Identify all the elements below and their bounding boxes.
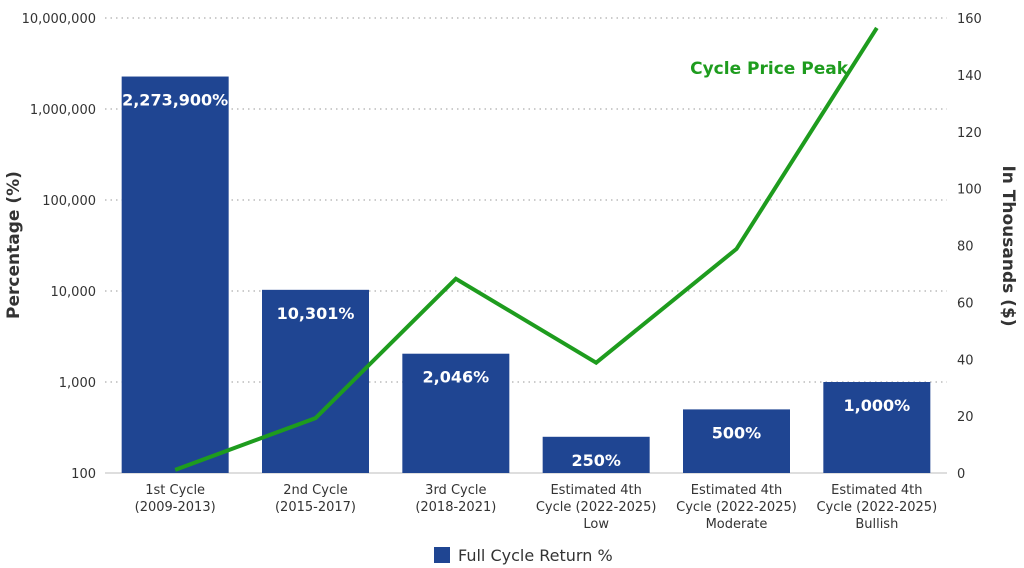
bar-value-label: 2,273,900%	[122, 91, 228, 110]
bar-value-label: 250%	[571, 451, 620, 470]
x-tick-label-line: Estimated 4th	[550, 483, 641, 498]
y-tick-label: 100	[71, 467, 96, 482]
y2-tick-label: 100	[957, 183, 982, 198]
y2-tick-label: 160	[957, 12, 982, 27]
y-tick-label: 10,000,000	[22, 12, 96, 27]
right-axis-ticks: 0 20 40 60 80 100 120 140 160	[957, 12, 982, 482]
y2-tick-label: 140	[957, 69, 982, 84]
y-axis-title: Percentage (%)	[4, 171, 24, 319]
bar	[542, 436, 650, 473]
bar	[683, 409, 790, 473]
y-tick-label: 100,000	[42, 194, 96, 209]
x-tick-label-line: Cycle (2022-2025)	[816, 500, 937, 515]
y2-tick-label: 120	[957, 126, 982, 141]
x-tick-label-line: (2009-2013)	[135, 500, 216, 515]
legend-label: Full Cycle Return %	[458, 546, 613, 565]
x-tick-label-line: Cycle (2022-2025)	[536, 500, 657, 515]
bars	[121, 76, 931, 473]
y2-tick-label: 20	[957, 410, 974, 425]
y2-tick-label: 40	[957, 353, 974, 368]
x-tick-label-line: Bullish	[855, 517, 898, 532]
legend: Full Cycle Return %	[434, 546, 613, 565]
y-tick-label: 1,000,000	[30, 103, 96, 118]
price-peak-line-layer	[174, 26, 879, 472]
category-labels: 1st Cycle (2009-2013) 2nd Cycle (2015-2017)…	[135, 483, 938, 532]
x-tick-label-line: (2015-2017)	[275, 500, 356, 515]
bar-value-label: 2,046%	[423, 368, 490, 387]
line-series-label: Cycle Price Peak	[690, 59, 849, 79]
bar-labels: 2,273,900% 10,301% 2,046% 250% 500% 1,000%	[122, 91, 910, 470]
x-tick-label-line: (2018-2021)	[415, 500, 496, 515]
x-tick-label: Estimated 4th Cycle (2022-2025) Bullish	[816, 483, 937, 532]
x-tick-label-line: 2nd Cycle	[283, 483, 347, 498]
x-tick-label-line: Moderate	[706, 517, 768, 532]
x-tick-label-line: Estimated 4th	[691, 483, 782, 498]
x-tick-label: 1st Cycle (2009-2013)	[135, 483, 216, 515]
gridlines	[105, 17, 947, 474]
bar-value-label: 500%	[712, 423, 761, 442]
y2-tick-label: 0	[957, 467, 965, 482]
bar-value-label: 10,301%	[277, 304, 355, 323]
left-axis-ticks: 100 1,000 10,000 100,000 1,000,000 10,000,000	[22, 12, 96, 482]
x-tick-label: Estimated 4th Cycle (2022-2025) Low	[536, 483, 657, 532]
x-tick-label: 3rd Cycle (2018-2021)	[415, 483, 496, 515]
y2-axis-title: In Thousands ($)	[998, 165, 1018, 326]
price-peak-line	[174, 26, 879, 472]
y2-tick-label: 80	[957, 240, 974, 255]
bar	[402, 353, 510, 473]
x-tick-label-line: Estimated 4th	[831, 483, 922, 498]
y-tick-label: 10,000	[51, 285, 97, 300]
x-tick-label-line: 3rd Cycle	[425, 483, 486, 498]
bar-value-label: 1,000%	[844, 396, 911, 415]
y2-tick-label: 60	[957, 296, 974, 311]
x-tick-label-line: 1st Cycle	[145, 483, 205, 498]
x-tick-label-line: Cycle (2022-2025)	[676, 500, 797, 515]
x-tick-label-line: Low	[583, 517, 609, 532]
x-tick-label: Estimated 4th Cycle (2022-2025) Moderate	[676, 483, 797, 532]
legend-swatch-bar	[434, 547, 450, 563]
y-tick-label: 1,000	[59, 376, 96, 391]
x-tick-label: 2nd Cycle (2015-2017)	[275, 483, 356, 515]
bar	[121, 76, 229, 473]
bar	[823, 382, 931, 473]
